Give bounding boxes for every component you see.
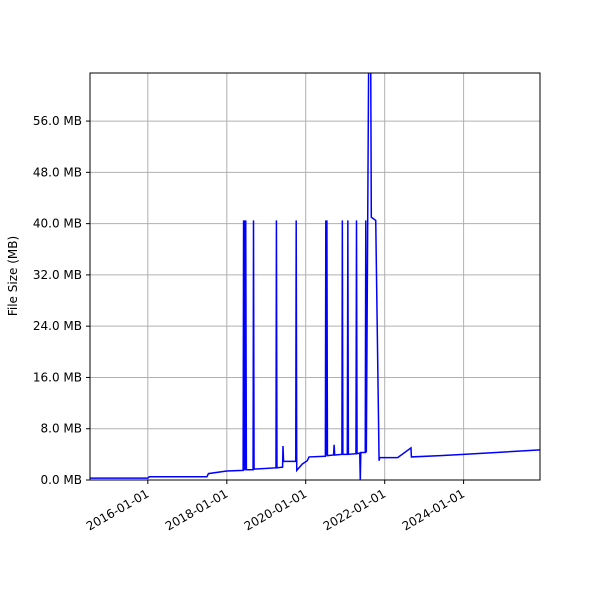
ticks: 0.0 MB 8.0 MB 16.0 MB 24.0 MB 32.0 MB 40.0 MB… bbox=[33, 114, 467, 533]
x-tick-label: 2024-01-01 bbox=[400, 486, 467, 533]
x-tick-label: 2020-01-01 bbox=[242, 486, 309, 533]
y-tick-label: 40.0 MB bbox=[33, 217, 82, 231]
x-tick-label: 2022-01-01 bbox=[321, 486, 388, 533]
y-tick-label: 24.0 MB bbox=[33, 319, 82, 333]
y-tick-label: 48.0 MB bbox=[33, 165, 82, 179]
x-tick-label: 2018-01-01 bbox=[163, 486, 230, 533]
y-tick-label: 56.0 MB bbox=[33, 114, 82, 128]
data-line bbox=[90, 73, 540, 480]
y-tick-label: 8.0 MB bbox=[41, 422, 82, 436]
y-tick-label: 16.0 MB bbox=[33, 370, 82, 384]
plot-area bbox=[90, 73, 540, 480]
y-axis-label: File Size (MB) bbox=[6, 236, 20, 316]
grid bbox=[90, 73, 540, 481]
x-tick-label: 2016-01-01 bbox=[84, 486, 151, 533]
y-tick-label: 32.0 MB bbox=[33, 268, 82, 282]
axes-frame bbox=[89, 72, 541, 481]
y-tick-label: 0.0 MB bbox=[41, 473, 82, 487]
